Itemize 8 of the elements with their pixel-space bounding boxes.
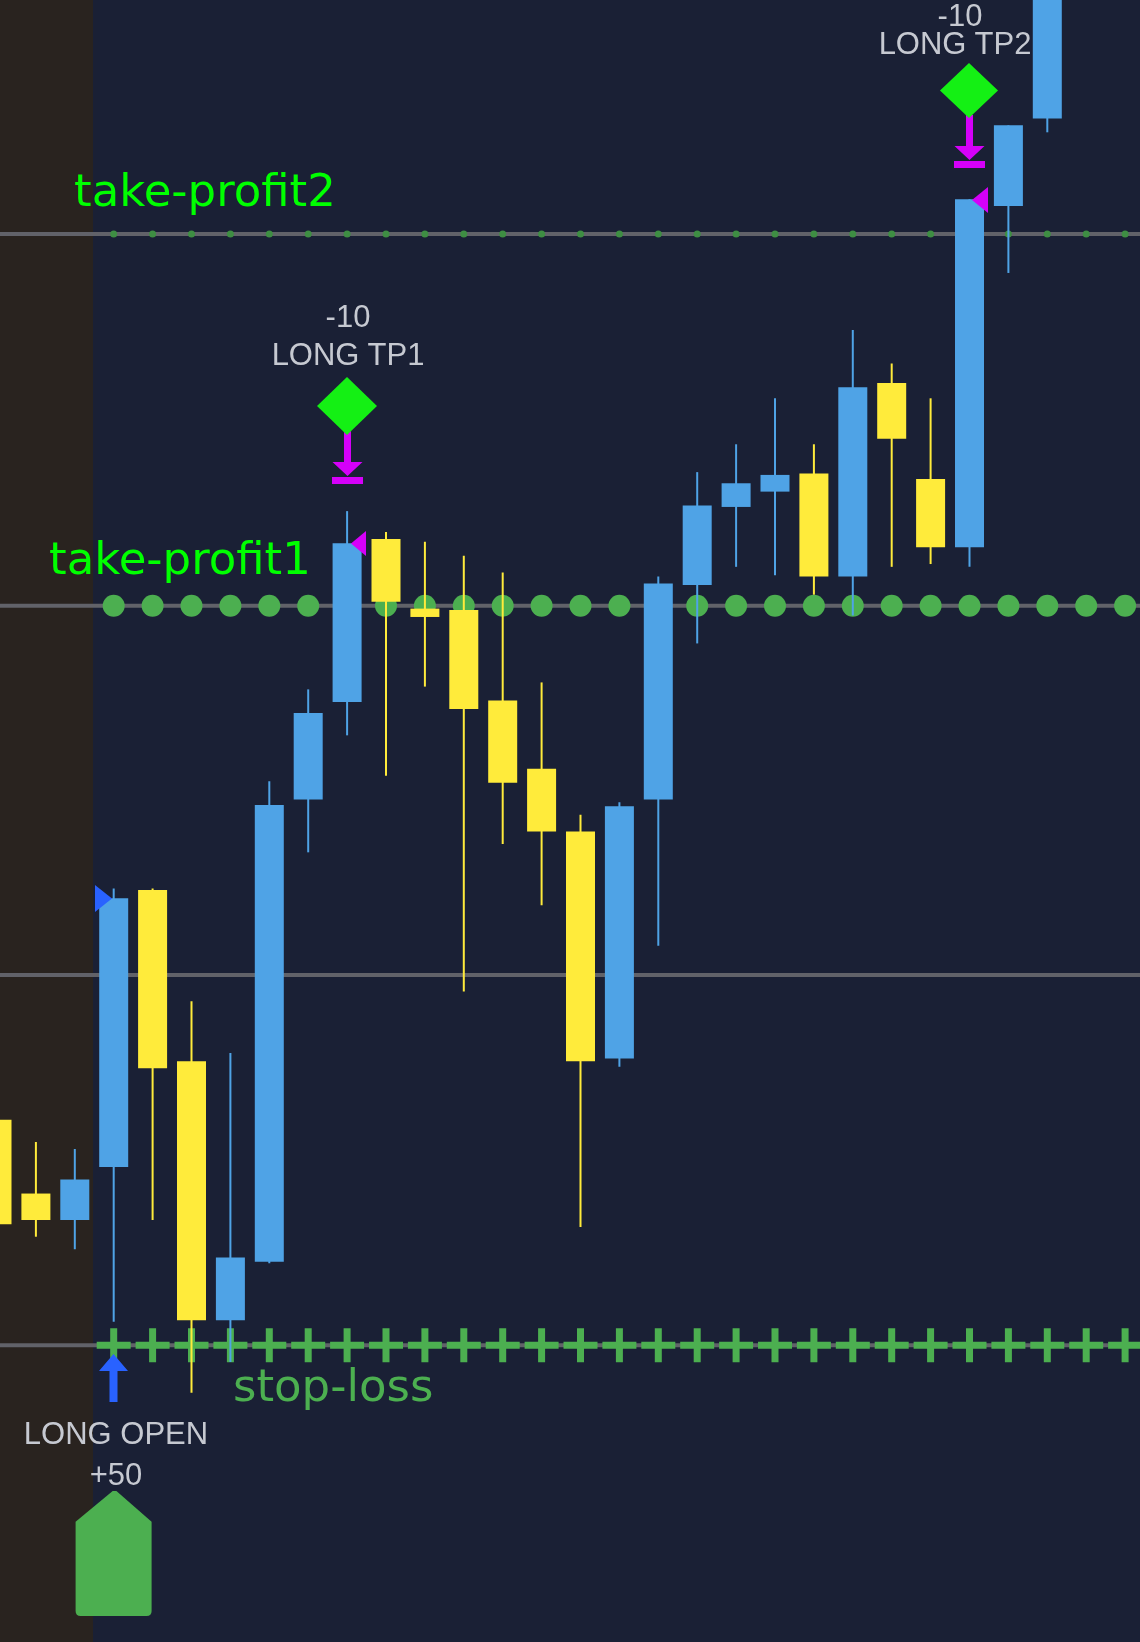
candlestick <box>760 398 790 576</box>
annotation: LONG TP1 <box>271 336 425 372</box>
series-label: stop-loss <box>233 1359 434 1413</box>
annotation: -10 <box>325 298 371 334</box>
text: +50 <box>89 1456 143 1492</box>
text: LONG OPEN <box>23 1415 209 1451</box>
series-label: take-profit2 <box>74 163 336 217</box>
series-label: take-profit1 <box>49 531 311 585</box>
